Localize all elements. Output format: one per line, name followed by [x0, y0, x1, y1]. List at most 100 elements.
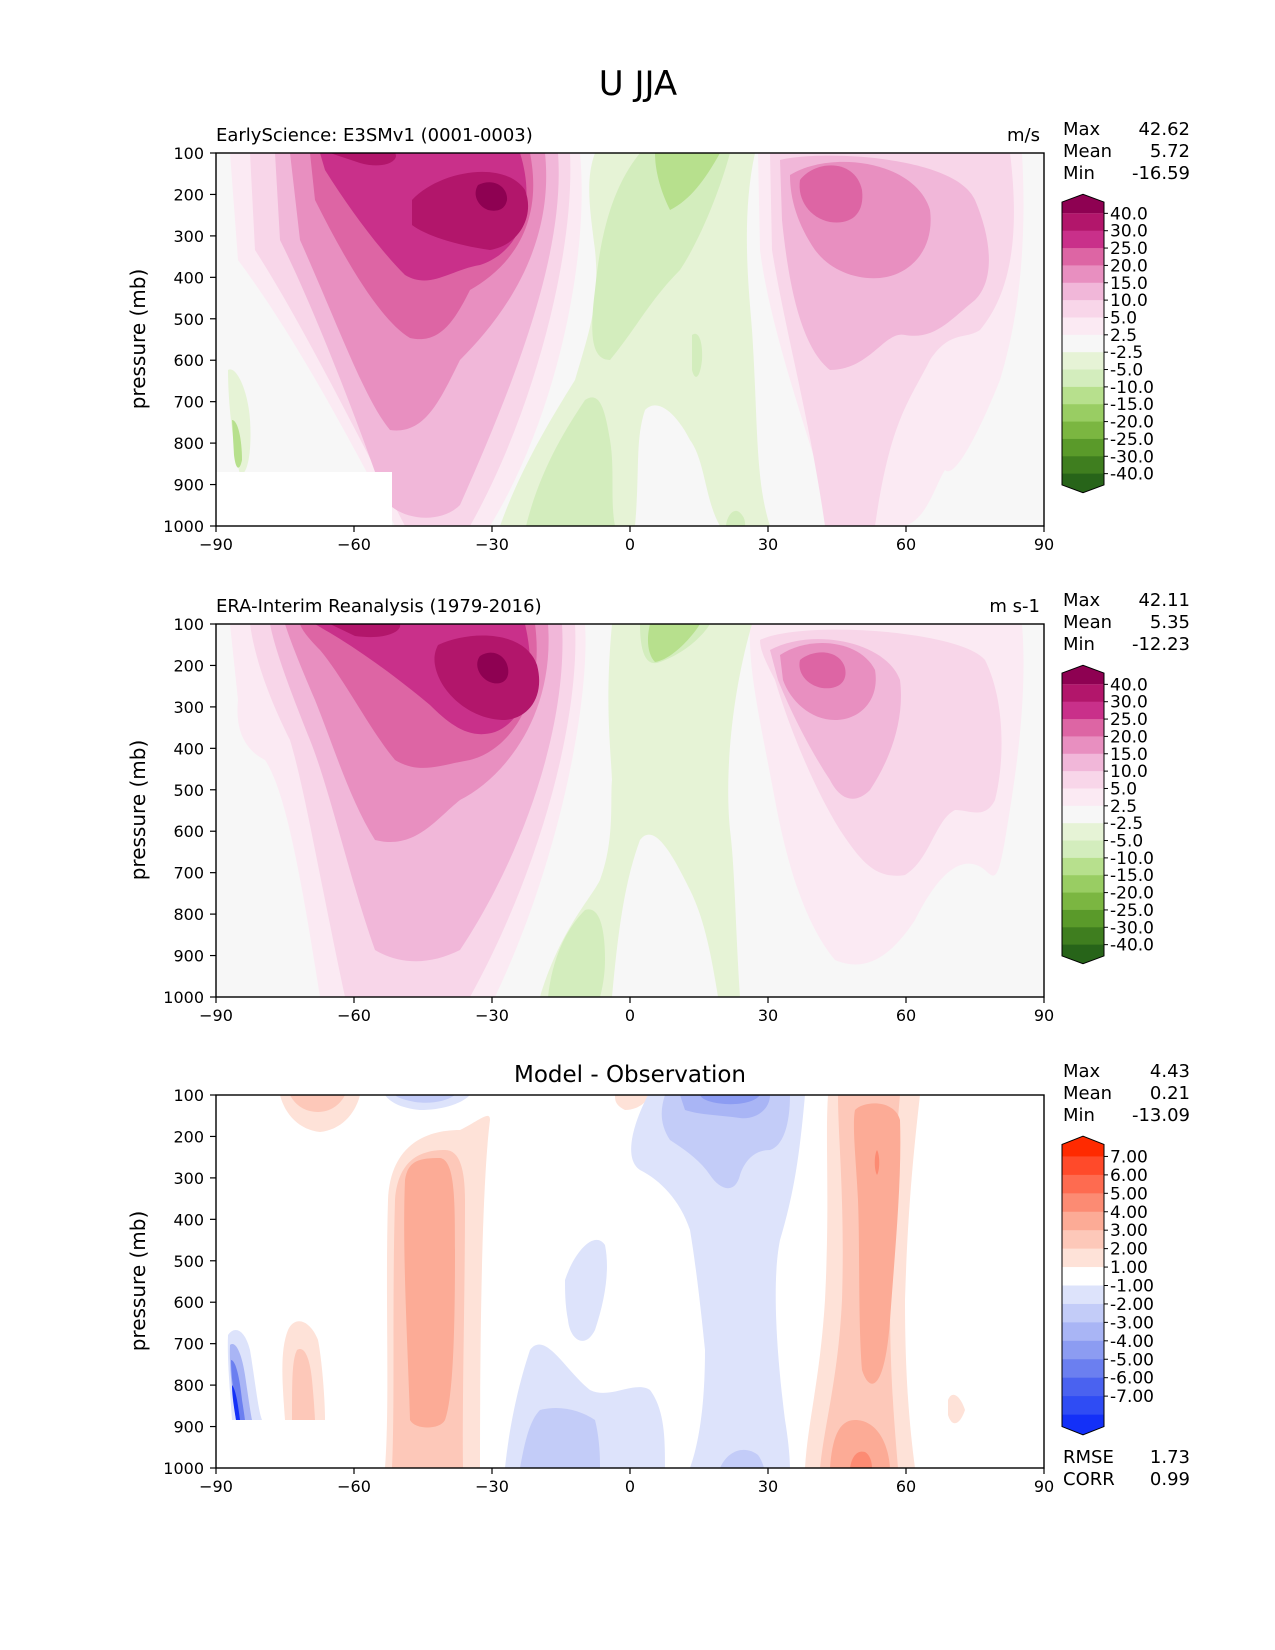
y-tick-label: 300 — [173, 227, 204, 246]
stat-max-value: 42.62 — [1138, 119, 1190, 140]
colorbar-segment — [1062, 1174, 1104, 1194]
stat-mean-value: 5.35 — [1150, 612, 1190, 633]
colorbar-tick-label: 2.5 — [1110, 326, 1137, 346]
stat-min-label: Min — [1063, 634, 1095, 655]
colorbar-tick-label: -5.0 — [1110, 832, 1143, 852]
colorbar-extension-top — [1062, 665, 1104, 685]
colorbar-segment — [1062, 1267, 1104, 1286]
colorbar-tick-label: 6.00 — [1110, 1166, 1148, 1186]
colorbar-extension-bottom — [1062, 1414, 1104, 1435]
x-tick-label: −60 — [337, 1477, 371, 1496]
x-tick-label: 30 — [758, 535, 778, 554]
colorbar-segment — [1062, 248, 1104, 266]
colorbar-segment — [1062, 805, 1104, 824]
colorbar-tick-label: -15.0 — [1110, 395, 1154, 415]
metrics-box: RMSE 1.73 CORR 0.99 — [1063, 1447, 1190, 1490]
x-tick-label: −30 — [475, 1477, 509, 1496]
colorbar-tick-label: -2.00 — [1110, 1295, 1154, 1315]
stat-min-value: -13.09 — [1132, 1105, 1190, 1126]
stat-max-value: 42.11 — [1138, 590, 1190, 611]
stat-max-label: Max — [1063, 119, 1101, 140]
contour-band-35 — [330, 153, 529, 250]
y-tick-label: 900 — [173, 947, 204, 966]
colorbar-segment — [1062, 1359, 1104, 1379]
colorbar-tick-label: -25.0 — [1110, 430, 1154, 450]
colorbar-tick-label: 5.0 — [1110, 779, 1137, 799]
contour-band-pos3 — [853, 1103, 901, 1384]
y-tick-label: 200 — [173, 185, 204, 204]
colorbar-tick-label: 25.0 — [1110, 710, 1148, 730]
colorbar: 7.006.005.004.003.002.001.00-1.00-2.00-3… — [1061, 1135, 1154, 1436]
colorbar-segment — [1062, 840, 1104, 859]
stats-box: Max 42.62 Mean 5.72 Min -16.59 — [1063, 119, 1190, 184]
contour-field — [230, 624, 1024, 997]
y-tick-label: 900 — [173, 476, 204, 495]
colorbar-outline — [1061, 1135, 1105, 1436]
colorbar-tick-label: -2.5 — [1110, 343, 1143, 363]
colorbar-segment — [1062, 927, 1104, 946]
colorbar-segment — [1062, 909, 1104, 928]
y-tick-label: 400 — [173, 268, 204, 287]
panel-model: EarlyScience: E3SMv1 (0001-0003) m/s pre… — [126, 119, 1190, 554]
colorbar-segment — [1062, 438, 1104, 457]
colorbar-segment — [1062, 317, 1104, 336]
x-tick-label: 0 — [625, 1477, 635, 1496]
stat-mean-label: Mean — [1063, 141, 1112, 162]
y-tick-label: 300 — [173, 1169, 204, 1188]
colorbar-tick-label: 3.00 — [1110, 1221, 1148, 1241]
colorbar-segment — [1062, 1248, 1104, 1268]
y-tick-label: 600 — [173, 351, 204, 370]
colorbar-tick-label: -10.0 — [1110, 378, 1154, 398]
metric-rmse-label: RMSE — [1063, 1447, 1114, 1468]
colorbar-outline — [1061, 193, 1105, 494]
colorbar-segment — [1062, 456, 1104, 475]
contour-band-pos4 — [874, 1150, 880, 1175]
colorbar-tick-label: -4.00 — [1110, 1332, 1154, 1352]
colorbar-segment — [1062, 684, 1104, 703]
y-tick-label: 700 — [173, 864, 204, 883]
colorbar-tick-label: 5.0 — [1110, 308, 1137, 328]
colorbar-tick-label: -10.0 — [1110, 849, 1154, 869]
contour-band-neg5 — [526, 397, 615, 526]
x-tick-label: −90 — [199, 535, 233, 554]
y-tick-label: 1000 — [163, 517, 204, 536]
colorbar-tick-label: -30.0 — [1110, 918, 1154, 938]
colorbar-extension-bottom — [1062, 944, 1104, 964]
colorbar-segment — [1062, 1377, 1104, 1397]
contour-band-neg5 — [592, 153, 730, 360]
x-tick-label: −30 — [475, 1006, 509, 1025]
panel-title-left: EarlyScience: E3SMv1 (0001-0003) — [216, 125, 533, 146]
metric-corr-label: CORR — [1063, 1469, 1115, 1490]
y-tick-label: 600 — [173, 822, 204, 841]
contour-band-2p5 — [635, 405, 720, 526]
stats-box: Max 42.11 Mean 5.35 Min -12.23 — [1063, 590, 1190, 655]
contour-band-neg5 — [548, 909, 605, 997]
contour-band-neg7 — [232, 1385, 240, 1420]
stat-max-value: 4.43 — [1150, 1061, 1190, 1082]
colorbar-segment — [1062, 1156, 1104, 1176]
colorbar-tick-label: -5.0 — [1110, 361, 1143, 381]
colorbar-segment — [1062, 1303, 1104, 1323]
colorbar-tick-label: 20.0 — [1110, 256, 1148, 276]
contour-band-40 — [477, 652, 509, 684]
colorbar-tick-label: 30.0 — [1110, 693, 1148, 713]
y-tick-label: 800 — [173, 434, 204, 453]
colorbar-segment — [1062, 823, 1104, 842]
y-axis-label: pressure (mb) — [126, 269, 150, 410]
metric-rmse-value: 1.73 — [1150, 1447, 1190, 1468]
colorbar-tick-label: 30.0 — [1110, 222, 1148, 242]
colorbar-tick-label: 20.0 — [1110, 727, 1148, 747]
contour-band-pos2 — [292, 1349, 315, 1420]
colorbar-tick-label: 4.00 — [1110, 1203, 1148, 1223]
y-tick-label: 400 — [173, 739, 204, 758]
colorbar-segment — [1062, 300, 1104, 318]
colorbar-segment — [1062, 771, 1104, 789]
x-tick-label: −90 — [199, 1477, 233, 1496]
y-tick-label: 100 — [173, 1086, 204, 1105]
stat-min-label: Min — [1063, 1105, 1095, 1126]
y-axis-label: pressure (mb) — [126, 1211, 150, 1352]
colorbar-segment — [1062, 1285, 1104, 1305]
contour-band-pos3 — [830, 1420, 890, 1468]
contour-band-neg5 — [231, 1360, 245, 1420]
colorbar-tick-label: 2.00 — [1110, 1240, 1148, 1260]
